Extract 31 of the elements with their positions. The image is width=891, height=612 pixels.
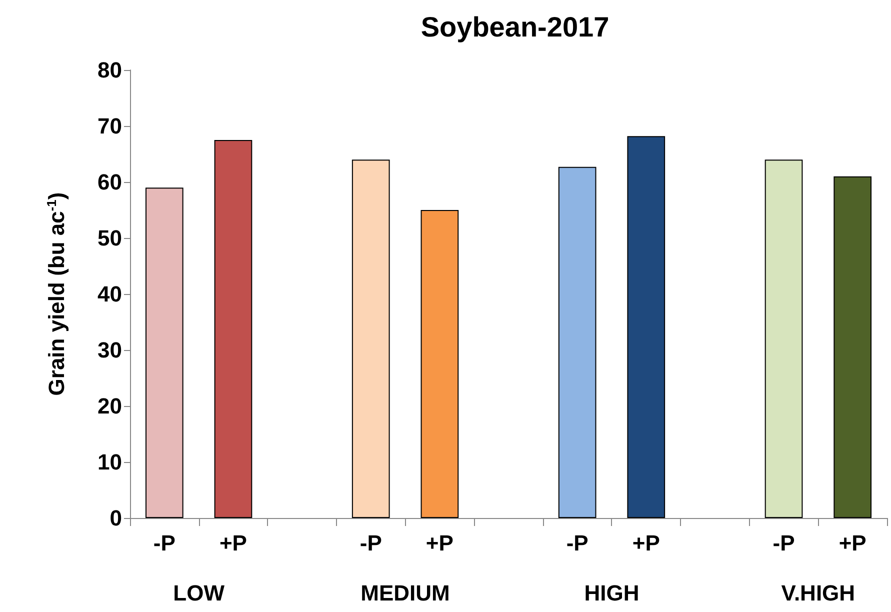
bar [764, 160, 803, 518]
x-tick-label: +P [632, 530, 660, 556]
y-tick-label: 20 [98, 394, 122, 418]
y-tick-label: 0 [110, 506, 122, 530]
bar [352, 160, 390, 518]
y-tick-label: 70 [98, 114, 122, 138]
x-tick-label: +P [426, 530, 454, 556]
x-tick-label: -P [360, 530, 382, 556]
bar [627, 136, 666, 518]
x-tick-label: +P [838, 530, 866, 556]
y-tick-label: 60 [98, 170, 122, 194]
x-tick-label: -P [566, 530, 588, 556]
bar [145, 188, 184, 518]
x-tick-label: -P [153, 530, 176, 556]
x-tick-label: +P [219, 530, 247, 556]
bar [834, 176, 872, 518]
y-tick-label: 80 [98, 58, 122, 82]
text: HIGH [584, 580, 640, 606]
text: V.HIGH [781, 580, 856, 606]
y-tick-label: 10 [98, 450, 122, 474]
y-tick-label: 40 [98, 282, 122, 306]
y-tick-label: 30 [98, 338, 122, 362]
text: MEDIUM [360, 580, 450, 606]
x-tick-label: -P [772, 530, 795, 556]
bar [420, 210, 459, 518]
bar [558, 166, 596, 518]
y-tick-label: 50 [98, 226, 122, 250]
chart-title: Soybean-2017 [420, 12, 610, 42]
bar [214, 140, 252, 518]
text: LOW [173, 580, 225, 606]
y-axis-title: Grain yield (bu ac-1) [44, 192, 69, 396]
